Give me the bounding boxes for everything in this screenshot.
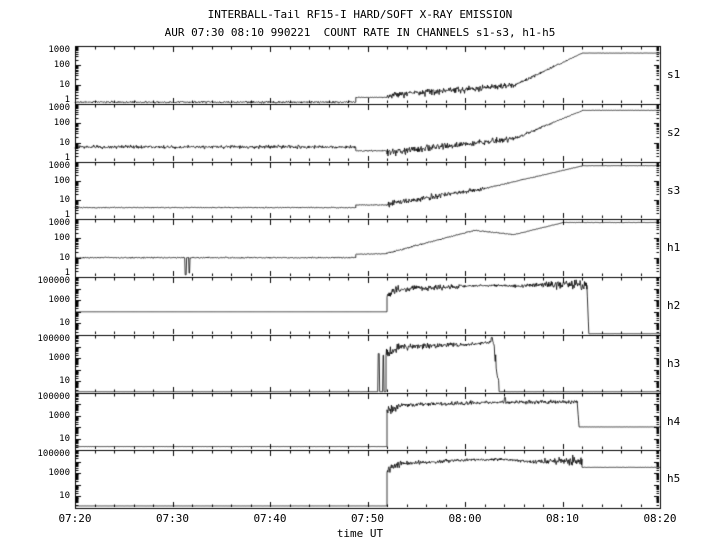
x-axis-label: time UT <box>336 527 384 540</box>
